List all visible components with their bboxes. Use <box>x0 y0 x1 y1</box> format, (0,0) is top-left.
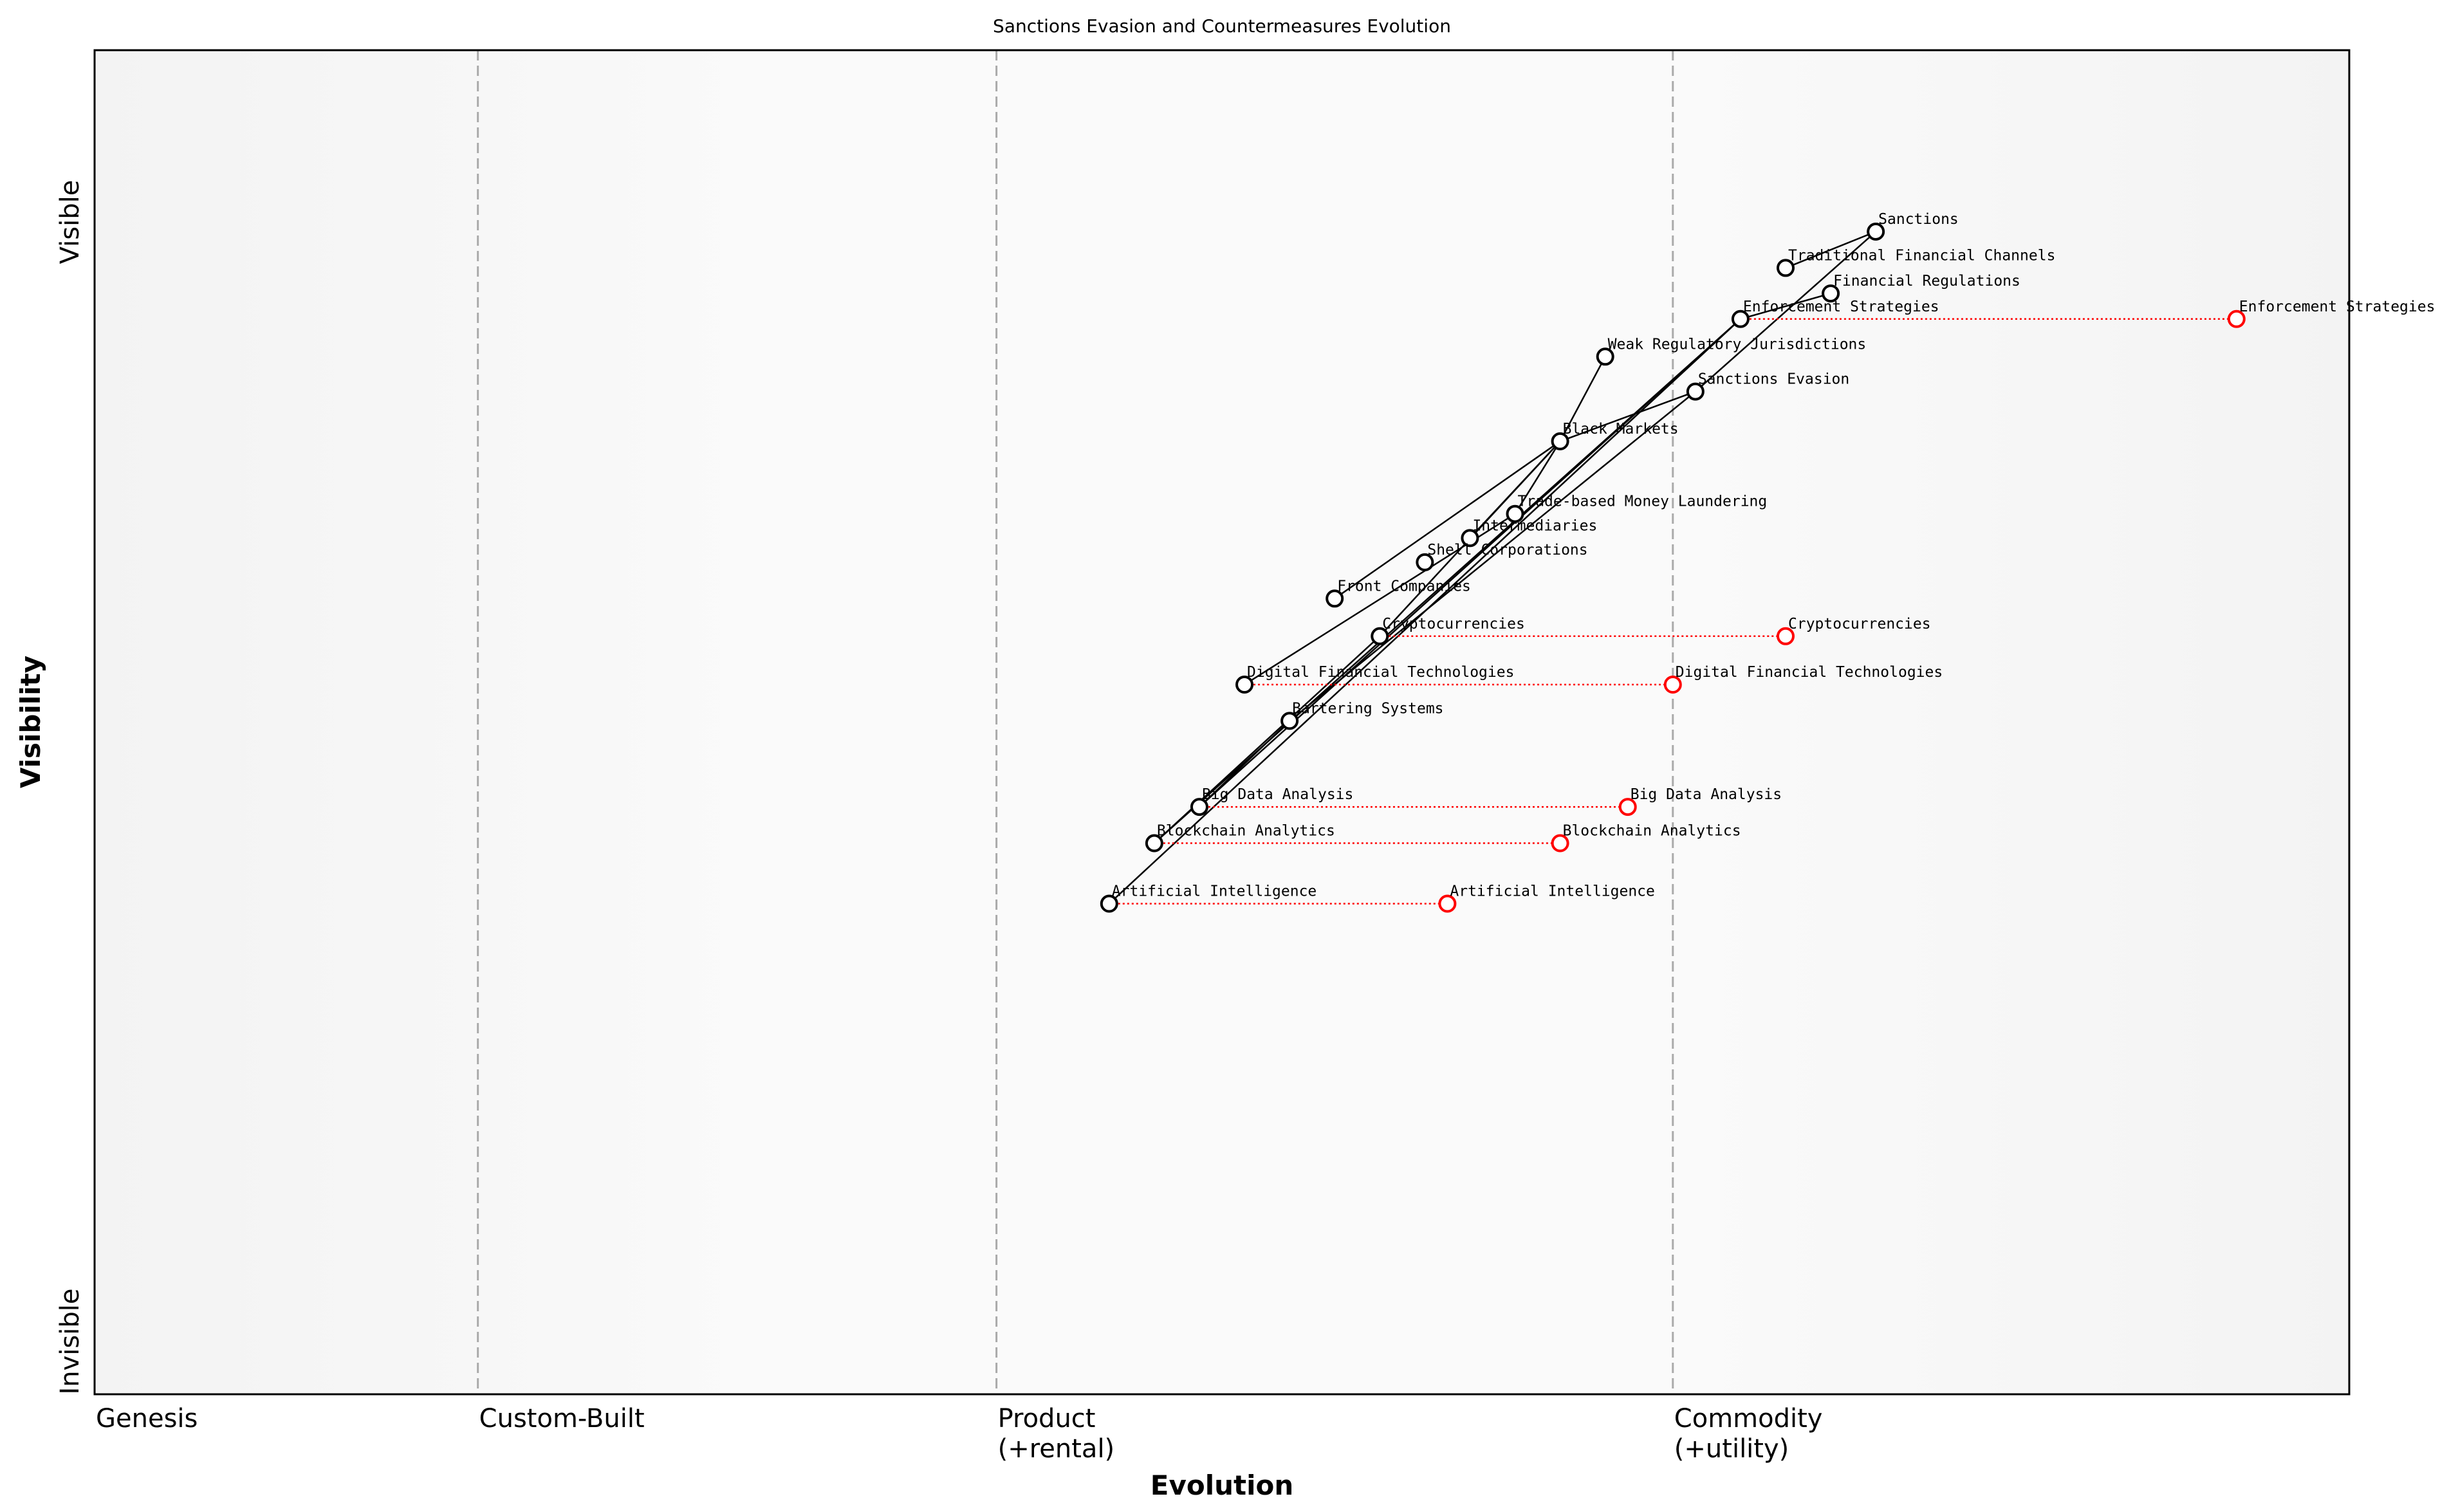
dependency-link <box>1560 391 1696 443</box>
stage-label: Genesis <box>96 1404 198 1434</box>
x-axis-title: Evolution <box>1150 1470 1293 1501</box>
dependency-link <box>1199 720 1290 808</box>
stage-label-sub: (+utility) <box>1674 1434 1789 1464</box>
dependency-link <box>1514 441 1561 515</box>
dependency-link <box>1740 292 1831 320</box>
component-marker[interactable] <box>1416 553 1434 571</box>
evolved-component-label: Enforcement Strategies <box>2239 299 2435 315</box>
stage-label: Custom-Built <box>479 1404 645 1434</box>
component-marker[interactable] <box>1686 382 1705 401</box>
dependency-link <box>1289 391 1696 722</box>
component-marker[interactable] <box>1867 223 1885 241</box>
x-axis-stage-labels: Genesis Custom-Built Product(+rental) Commo… <box>96 1404 1822 1464</box>
dependency-link <box>1695 231 1876 392</box>
component-marker[interactable] <box>1326 589 1344 608</box>
component-marker[interactable] <box>1731 309 1750 328</box>
component-label: Enforcement Strategies <box>1743 299 1939 315</box>
evolved-component-label: Blockchain Analytics <box>1563 823 1741 840</box>
component-label: Big Data Analysis <box>1202 786 1353 803</box>
component-marker[interactable] <box>1777 259 1795 277</box>
evolved-component-label: Cryptocurrencies <box>1788 616 1931 632</box>
dependency-link <box>1559 356 1606 442</box>
component-marker[interactable] <box>1145 834 1163 853</box>
stage-label: Commodity <box>1674 1404 1823 1434</box>
stage-label: Product <box>998 1404 1096 1434</box>
component-marker[interactable] <box>1822 284 1840 303</box>
component-marker[interactable] <box>1235 676 1254 694</box>
component-label: Sanctions Evasion <box>1698 371 1849 388</box>
evolved-component-marker[interactable] <box>1618 798 1637 816</box>
evolution-arrows <box>1109 318 2237 905</box>
y-axis-visible-label: Visible <box>55 180 85 264</box>
plot-area <box>95 50 2349 1394</box>
evolved-component-label: Digital Financial Technologies <box>1676 664 1943 681</box>
component-label: Shell Corporations <box>1427 542 1587 558</box>
component-marker[interactable] <box>1461 529 1479 548</box>
dependency-link <box>1334 440 1561 600</box>
evolved-component-marker[interactable] <box>1663 676 1682 694</box>
component-label: Blockchain Analytics <box>1157 823 1335 840</box>
evolved-component-label: Big Data Analysis <box>1631 786 1782 803</box>
stage-dividers <box>477 50 1674 1394</box>
evolved-component-marker[interactable] <box>2227 309 2246 328</box>
component-label: Sanctions <box>1878 211 1959 228</box>
component-label: Cryptocurrencies <box>1382 616 1525 632</box>
component-marker[interactable] <box>1371 627 1389 645</box>
evolved-component-marker[interactable] <box>1777 627 1795 645</box>
component-marker[interactable] <box>1506 504 1524 523</box>
component-marker[interactable] <box>1100 894 1118 913</box>
component-marker[interactable] <box>1280 712 1299 730</box>
component-label: Artificial Intelligence <box>1112 883 1317 900</box>
component-marker[interactable] <box>1190 798 1208 816</box>
component-label: Intermediaries <box>1472 517 1597 534</box>
dependency-link <box>1785 230 1876 269</box>
component-marker[interactable] <box>1596 347 1614 366</box>
component-label: Digital Financial Technologies <box>1247 664 1514 681</box>
chart-title: Sanctions Evasion and Countermeasures Ev… <box>993 15 1451 37</box>
y-axis-title: Visibility <box>15 656 46 788</box>
component-label: Black Markets <box>1563 421 1679 438</box>
component-label: Bartering Systems <box>1292 700 1443 717</box>
evolved-component-label: Artificial Intelligence <box>1450 883 1655 900</box>
components: Sanctions Traditional Financial Channels F… <box>1100 211 2435 913</box>
plot-frame <box>93 49 2351 1396</box>
component-label: Traditional Financial Channels <box>1788 247 2055 264</box>
component-label: Front Companies <box>1337 578 1471 595</box>
y-axis-invisible-label: Invisible <box>55 1289 85 1395</box>
component-label: Financial Regulations <box>1833 273 2020 290</box>
component-label: Weak Regulatory Jurisdictions <box>1608 336 1867 353</box>
evolved-component-marker[interactable] <box>1438 894 1457 913</box>
evolved-component-marker[interactable] <box>1551 834 1569 853</box>
stage-label-sub: (+rental) <box>998 1434 1115 1464</box>
component-label: Trade-based Money Laundering <box>1518 493 1768 510</box>
component-marker[interactable] <box>1551 432 1569 450</box>
